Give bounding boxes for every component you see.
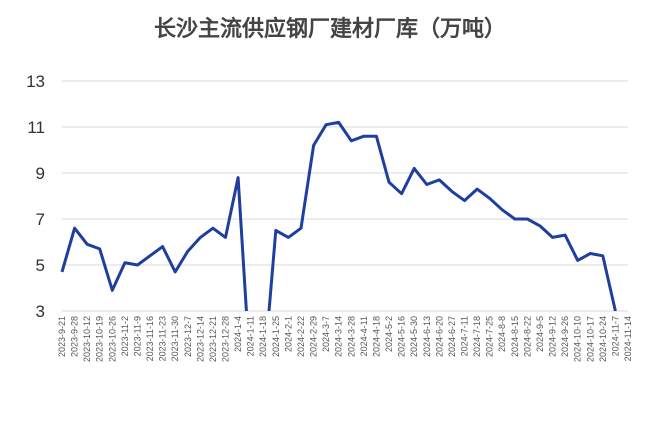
x-tick-label: 2024-5-16 xyxy=(397,316,407,357)
x-tick-label: 2024-6-20 xyxy=(434,316,444,357)
x-tick-label: 2024-3-28 xyxy=(346,316,356,357)
x-tick-label: 2023-12-7 xyxy=(183,316,193,357)
x-tick-label: 2024-2-29 xyxy=(309,316,319,357)
x-tick-label: 2024-4-11 xyxy=(359,316,369,356)
x-tick-label: 2024-7-18 xyxy=(472,316,482,357)
x-tick-label: 2023-12-14 xyxy=(195,316,205,362)
x-tick-label: 2024-9-5 xyxy=(535,316,545,352)
x-tick-label: 2023-11-9 xyxy=(132,316,142,356)
x-tick-label: 2024-11-7 xyxy=(610,316,620,356)
x-tick-label: 2024-10-17 xyxy=(585,316,595,362)
y-tick-label: 5 xyxy=(36,256,45,275)
chart-title: 长沙主流供应钢厂建材厂库（万吨） xyxy=(154,16,506,41)
x-tick-label: 2024-7-25 xyxy=(485,316,495,357)
x-tick-label: 2023-12-21 xyxy=(208,316,218,362)
y-tick-label: 9 xyxy=(36,164,45,183)
y-tick-label: 3 xyxy=(36,302,45,321)
x-tick-label: 2024-1-11 xyxy=(246,316,256,356)
x-tick-label: 2023-10-12 xyxy=(82,316,92,362)
data-line xyxy=(60,120,617,311)
x-tick-label: 2023-11-2 xyxy=(120,316,130,356)
x-tick-label: 2024-10-24 xyxy=(598,316,608,362)
x-tick-label: 2023-11-16 xyxy=(145,316,155,361)
x-tick-label: 2024-1-4 xyxy=(233,316,243,352)
x-tick-label: 2024-8-15 xyxy=(510,316,520,357)
x-tick-label: 2023-11-23 xyxy=(158,316,168,361)
x-tick-label: 2024-5-2 xyxy=(384,316,394,352)
x-tick-label: 2024-11-14 xyxy=(623,316,633,361)
x-tick-label: 2024-2-22 xyxy=(296,316,306,357)
x-tick-label: 2024-9-12 xyxy=(548,316,558,357)
x-tick-label: 2024-5-30 xyxy=(409,316,419,357)
x-tick-label: 2024-8-22 xyxy=(522,316,532,357)
x-tick-label: 2024-7-11 xyxy=(459,316,469,356)
x-tick-label: 2024-1-25 xyxy=(271,316,281,357)
y-tick-label: 7 xyxy=(36,210,45,229)
x-tick-label: 2023-11-30 xyxy=(170,316,180,361)
x-tick-label: 2024-8-8 xyxy=(497,316,507,352)
x-tick-label: 2024-6-13 xyxy=(422,316,432,357)
y-tick-label: 13 xyxy=(26,72,45,91)
x-tick-label: 2023-9-28 xyxy=(70,316,80,357)
x-tick-label: 2024-4-18 xyxy=(371,316,381,357)
y-tick-label: 11 xyxy=(27,118,45,137)
x-tick-label: 2024-9-26 xyxy=(560,316,570,357)
x-tick-label: 2024-3-14 xyxy=(334,316,344,357)
x-tick-label: 2024-6-27 xyxy=(447,316,457,357)
x-tick-label: 2024-3-7 xyxy=(321,316,331,352)
x-tick-label: 2023-12-28 xyxy=(221,316,231,362)
x-tick-label: 2024-2-1 xyxy=(283,316,293,352)
x-tick-label: 2023-9-21 xyxy=(57,316,67,357)
x-tick-label: 2024-10-10 xyxy=(573,316,583,362)
x-tick-label: 2023-10-19 xyxy=(95,316,105,362)
x-tick-label: 2024-1-18 xyxy=(258,316,268,357)
x-tick-label: 2023-10-26 xyxy=(107,316,117,362)
